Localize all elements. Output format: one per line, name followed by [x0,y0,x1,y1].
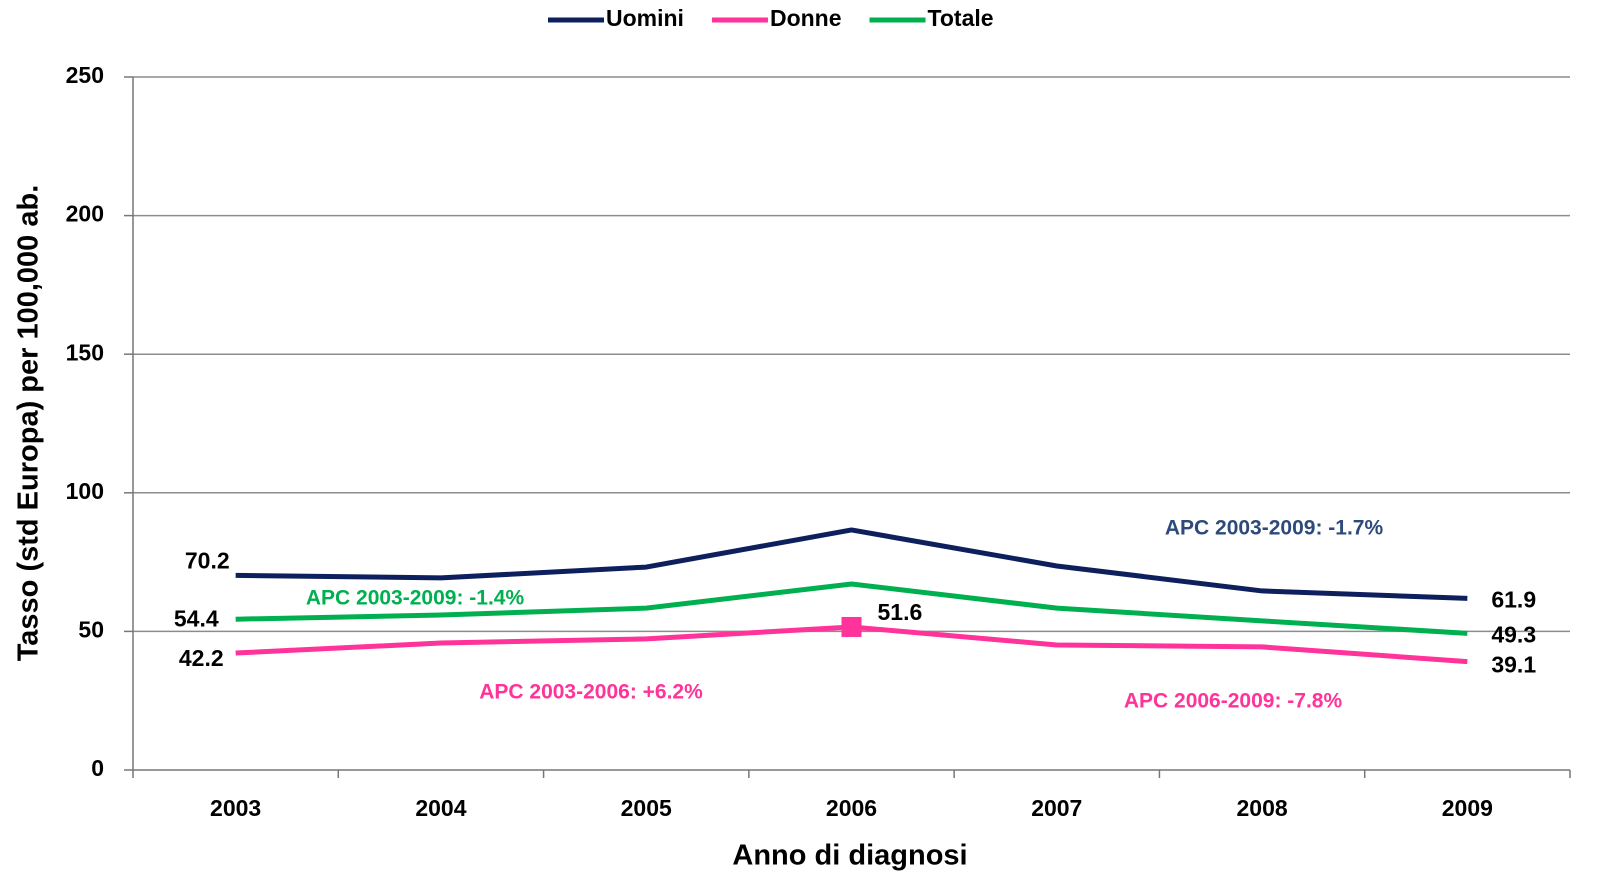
y-axis-title: Tasso (std Europa) per 100,000 ab. [13,185,45,662]
data-label: 39.1 [1491,652,1536,678]
data-label: 54.4 [174,605,219,631]
x-tick-label: 2005 [621,795,672,821]
x-tick-label: 2004 [415,795,466,821]
y-tick-label: 250 [66,62,104,88]
x-axis-title: Anno di diagnosi [732,840,967,872]
data-label: 42.2 [179,645,224,671]
annotation: APC 2003-2009: -1.7% [1165,517,1384,540]
x-tick-label: 2007 [1031,795,1082,821]
y-tick-label: 0 [91,755,104,781]
data-label: 61.9 [1491,586,1536,612]
x-tick-label: 2009 [1442,795,1493,821]
data-label: 51.6 [878,599,923,625]
legend-label: Donne [770,5,842,31]
annotation: APC 2003-2006: +6.2% [479,681,703,704]
y-tick-label: 50 [78,616,104,642]
y-tick-label: 100 [66,478,104,504]
y-tick-label: 150 [66,339,104,365]
data-label: 49.3 [1491,621,1536,647]
x-tick-label: 2003 [210,795,261,821]
annotation: APC 2003-2009: -1.4% [306,587,525,610]
series-line [235,581,1468,636]
annotation: APC 2006-2009: -7.8% [1124,690,1343,713]
point-marker [841,616,862,637]
data-label: 70.2 [185,547,230,573]
x-tick-label: 2008 [1236,795,1287,821]
y-tick-label: 200 [66,201,104,227]
series-line [235,527,1468,601]
legend-label: Totale [928,5,994,31]
legend-label: Uomini [606,5,684,31]
x-tick-label: 2006 [826,795,877,821]
